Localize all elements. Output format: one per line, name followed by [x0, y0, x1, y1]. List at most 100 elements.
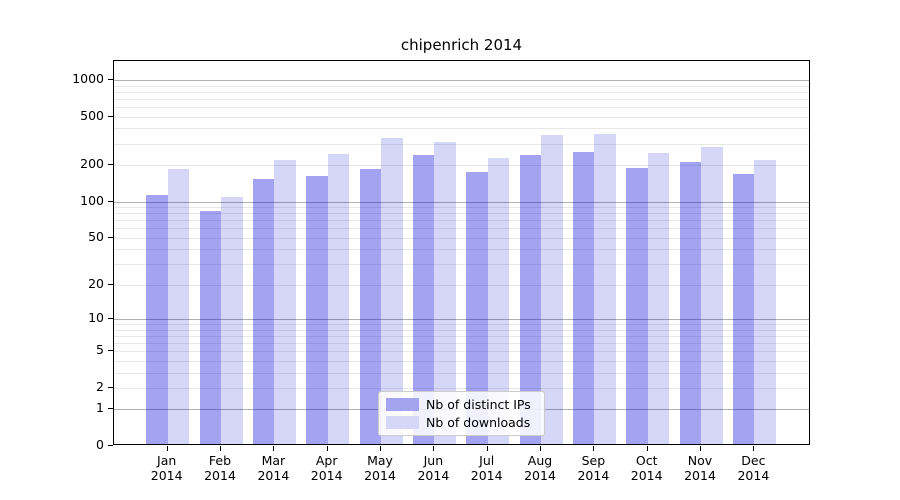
bar-aug-downloads: [541, 134, 563, 444]
bar-mar-distinct-ips: [252, 178, 275, 444]
gridline-minor: [114, 98, 809, 100]
gridline-minor: [114, 342, 809, 344]
y-tick-label: 10: [88, 310, 104, 325]
legend-swatch-downloads-icon: [386, 415, 419, 429]
bar-oct-distinct-ips: [626, 168, 648, 444]
x-tick-mark: [326, 446, 328, 451]
legend-swatch-distinct-ips-icon: [386, 398, 419, 412]
bar-nov-downloads: [701, 146, 723, 444]
x-tick-label: Aug 2014: [524, 453, 556, 483]
y-tick-mark: [108, 164, 113, 165]
y-tick-label: 500: [80, 107, 104, 123]
bar-jun-distinct-ips: [412, 155, 435, 444]
y-tick-label: 2: [96, 378, 104, 394]
y-tick-label: 1000: [72, 70, 104, 86]
y-tick-label: 5: [96, 342, 104, 358]
y-tick-label: 100: [80, 192, 104, 208]
gridline-minor: [114, 351, 809, 353]
gridline-minor: [114, 91, 809, 93]
x-tick-label: Jan 2014: [150, 453, 183, 483]
bar-jan-downloads: [167, 168, 190, 444]
x-tick-mark: [646, 446, 648, 451]
y-tick-mark: [108, 78, 113, 80]
gridline-minor: [114, 335, 809, 337]
gridline-minor: [114, 228, 809, 230]
bar-jun-downloads: [434, 141, 456, 444]
bar-mar-downloads: [274, 159, 296, 444]
gridline-minor: [114, 372, 809, 374]
x-tick-label: Apr 2014: [310, 453, 343, 483]
bar-apr-distinct-ips: [306, 176, 328, 444]
bar-may-distinct-ips: [359, 169, 381, 444]
x-tick-mark: [753, 446, 755, 451]
y-tick-mark: [108, 318, 113, 319]
gridline-minor: [114, 329, 809, 331]
gridline-minor: [114, 207, 809, 208]
bar-jul-downloads: [487, 158, 510, 444]
gridline-minor: [114, 85, 809, 87]
y-tick-mark: [108, 350, 113, 352]
gridline-minor: [114, 116, 809, 118]
y-tick-mark: [108, 236, 113, 238]
x-tick-mark: [220, 446, 221, 451]
x-tick-mark: [486, 446, 488, 451]
x-tick-label: Oct 2014: [630, 453, 663, 483]
gridline-minor: [114, 213, 809, 215]
bar-sep-distinct-ips: [572, 152, 595, 444]
x-tick-label: Mar 2014: [257, 453, 290, 483]
y-tick-mark: [108, 386, 113, 388]
chart-title: chipenrich 2014: [400, 36, 523, 54]
y-tick-mark: [108, 445, 113, 446]
legend-item-downloads: Nb of downloads: [386, 414, 536, 431]
x-tick-label: May 2014: [364, 453, 396, 483]
y-tick-label: 1: [96, 400, 104, 416]
legend-item-distinct-ips: Nb of distinct IPs: [386, 396, 536, 413]
x-tick-label: Nov 2014: [684, 453, 716, 483]
gridline-minor: [114, 165, 809, 166]
bar-jul-distinct-ips: [466, 171, 488, 444]
bar-dec-downloads: [754, 159, 776, 444]
y-tick-mark: [108, 408, 113, 410]
gridline-minor: [114, 387, 809, 389]
legend-label-downloads: Nb of downloads: [426, 414, 531, 430]
x-tick-mark: [593, 446, 595, 451]
gridline-minor: [114, 237, 809, 239]
bar-dec-distinct-ips: [732, 173, 755, 444]
x-tick-label: Feb 2014: [204, 453, 236, 483]
bar-jan-distinct-ips: [146, 195, 168, 444]
x-tick-label: Dec 2014: [737, 453, 770, 483]
bar-feb-downloads: [221, 197, 243, 444]
x-tick-mark: [700, 446, 701, 451]
gridline-minor: [114, 249, 809, 251]
x-tick-label: Sep 2014: [577, 453, 610, 483]
gridline-minor: [114, 143, 809, 145]
legend: Nb of distinct IPs Nb of downloads: [378, 391, 545, 436]
y-tick-label: 0: [96, 437, 104, 452]
gridline-major: [114, 319, 809, 320]
bar-may-downloads: [381, 137, 403, 444]
y-tick-label: 200: [80, 156, 104, 171]
gridline-major: [114, 79, 809, 81]
y-tick-label: 50: [88, 228, 104, 244]
x-tick-label: Jun 2014: [417, 453, 450, 483]
y-tick-mark: [108, 200, 113, 202]
bar-nov-distinct-ips: [679, 162, 701, 444]
x-tick-label: Jul 2014: [470, 453, 503, 483]
x-tick-mark: [380, 446, 381, 451]
x-tick-mark: [433, 446, 435, 451]
gridline-minor: [114, 264, 809, 266]
legend-label-distinct-ips: Nb of distinct IPs: [426, 397, 531, 413]
gridline-minor: [114, 324, 809, 325]
gridline-minor: [114, 284, 809, 286]
bar-aug-distinct-ips: [519, 154, 541, 444]
y-tick-mark: [108, 283, 113, 285]
plot-area: [113, 60, 810, 445]
gridline-minor: [114, 107, 809, 108]
gridline-minor: [114, 128, 809, 130]
bar-sep-downloads: [594, 134, 616, 444]
bar-feb-distinct-ips: [199, 210, 221, 444]
gridline-major: [114, 201, 809, 203]
bar-apr-downloads: [327, 154, 350, 444]
y-tick-label: 20: [88, 275, 104, 291]
